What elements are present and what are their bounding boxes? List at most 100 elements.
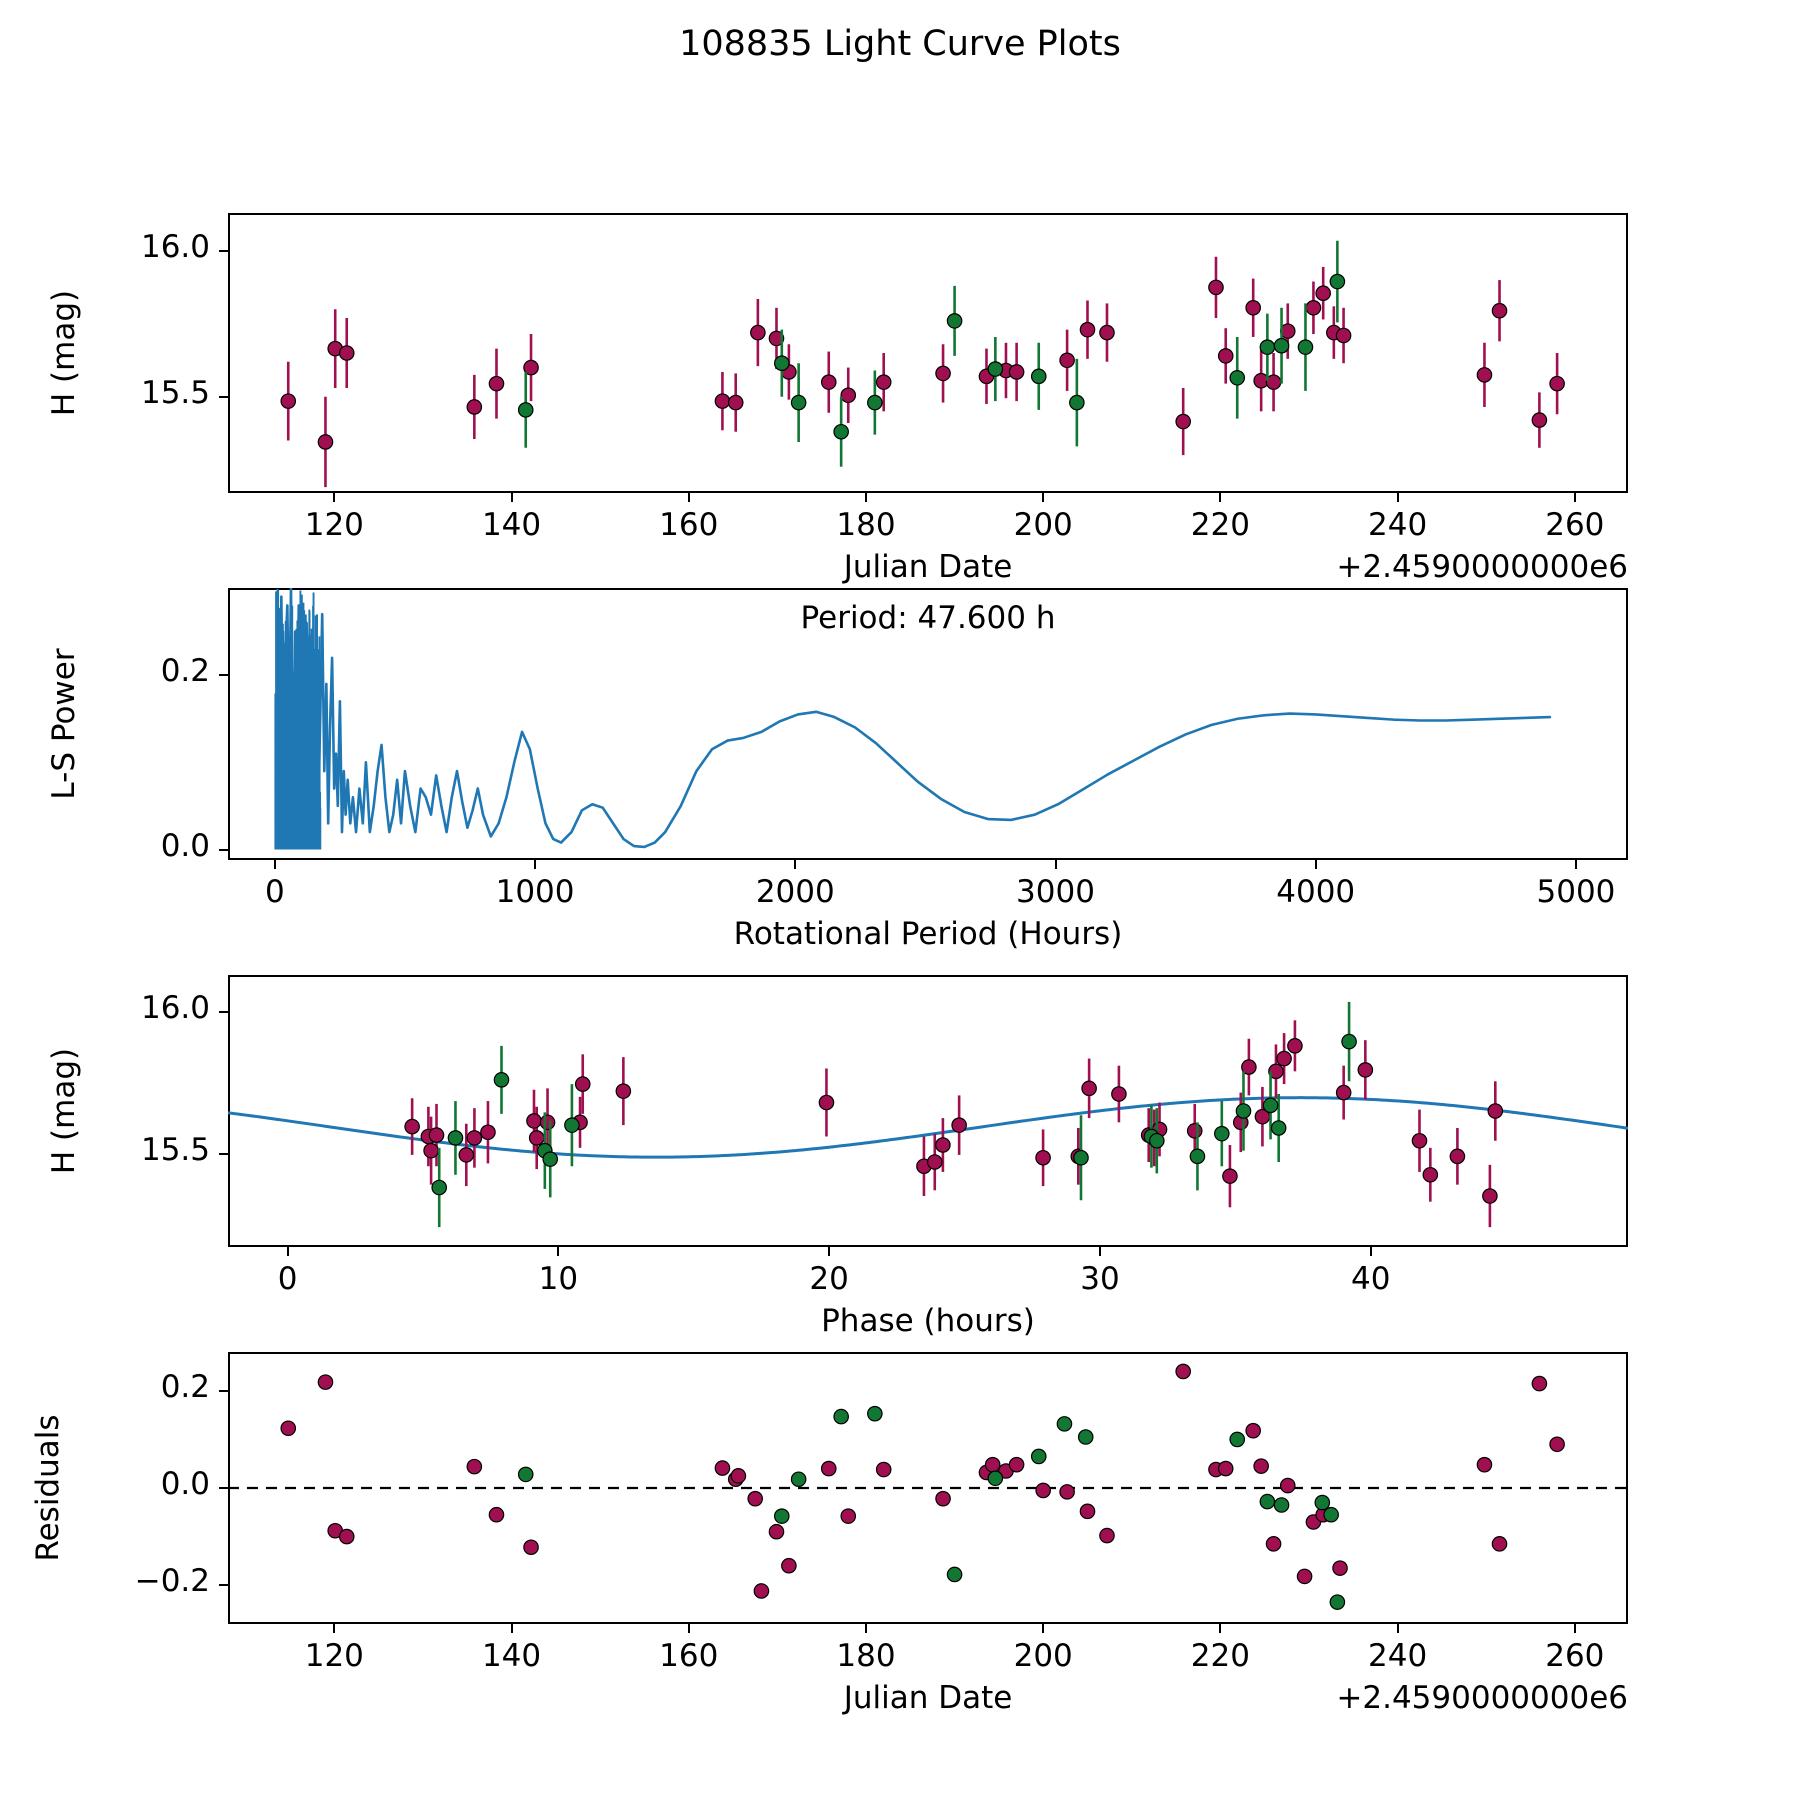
data-point <box>768 1523 785 1540</box>
y-tick-label: −0.2 <box>134 1563 210 1600</box>
data-point <box>1035 1482 1051 1499</box>
data-point <box>1229 1431 1246 1448</box>
data-point <box>1217 1460 1234 1477</box>
data-point <box>338 345 355 361</box>
data-point <box>1268 1063 1284 1080</box>
x-tick-label: 260 <box>1545 1638 1605 1674</box>
x-tick-label: 240 <box>1368 1638 1428 1674</box>
data-point <box>1149 1132 1165 1149</box>
errorbars-magenta-band <box>286 256 1559 488</box>
y-tick-mark <box>219 1010 228 1013</box>
data-point <box>773 355 790 372</box>
data-point <box>1056 1416 1073 1432</box>
data-point <box>867 1405 883 1422</box>
x-tick-label: 4000 <box>1276 874 1356 910</box>
x-tick-mark <box>1098 1247 1101 1256</box>
y-tick-mark <box>219 1487 228 1489</box>
y-tick-mark <box>219 848 228 851</box>
data-point <box>1335 1084 1352 1101</box>
markers-magenta-band <box>280 1363 1565 1599</box>
data-point <box>423 1142 439 1159</box>
data-point <box>1279 1477 1296 1494</box>
data-point <box>317 1374 334 1390</box>
data-point <box>523 359 539 376</box>
data-point <box>1030 368 1047 385</box>
x-tick-mark <box>1396 493 1399 502</box>
y-axis-label-phase-folded: H (mag) <box>46 1047 82 1175</box>
data-point <box>517 1466 534 1483</box>
panel-light-curve: 120 140 160 180 200 220 240 260 15.5 16.0 Julian D… <box>46 213 1628 585</box>
data-point <box>526 1113 542 1129</box>
data-point <box>1332 1560 1348 1576</box>
data-point <box>1175 1363 1191 1380</box>
data-point <box>714 1460 731 1476</box>
x-tick-mark <box>557 1247 560 1256</box>
x-tick-mark <box>534 860 537 869</box>
data-point <box>564 1117 580 1133</box>
data-point <box>935 1490 951 1507</box>
data-point <box>1487 1103 1504 1119</box>
data-point <box>1273 337 1290 354</box>
data-point <box>1245 1422 1261 1439</box>
data-point <box>946 1566 963 1583</box>
data-point <box>1531 1375 1548 1392</box>
y-tick-mark <box>219 395 228 398</box>
data-point <box>1077 1429 1094 1445</box>
data-point <box>833 1408 849 1425</box>
markers-magenta-band <box>280 279 1565 450</box>
x-tick-mark <box>1314 860 1317 869</box>
x-tick-mark <box>273 860 276 869</box>
axes-frame-lightcurve <box>228 213 1628 493</box>
x-tick-mark <box>794 860 797 869</box>
y-tick-label: 16.0 <box>140 989 210 1026</box>
data-point <box>1069 394 1085 411</box>
x-axis-label-periodogram: Rotational Period (Hours) <box>733 916 1123 952</box>
data-point <box>1323 1506 1339 1523</box>
x-tick-mark <box>333 1624 336 1633</box>
sinusoid-fit-curve <box>228 1096 1628 1159</box>
data-point <box>1491 1536 1508 1552</box>
data-point <box>951 1117 967 1133</box>
x-axis-label-phase-folded: Phase (hours) <box>821 1303 1035 1339</box>
data-point <box>1531 412 1548 428</box>
data-point <box>1111 1086 1127 1102</box>
data-point <box>1411 1132 1428 1149</box>
x-axis-offset-text-lightcurve: +2.4590000000e6 <box>1336 549 1628 585</box>
y-axis-label-lightcurve: H (mag) <box>46 289 82 417</box>
y-tick-label: 0.2 <box>160 653 210 690</box>
data-point <box>935 365 951 382</box>
data-point <box>1265 1536 1282 1552</box>
data-point <box>1099 324 1115 341</box>
x-tick-label: 200 <box>1013 507 1073 543</box>
data-point <box>768 330 785 347</box>
y-axis-label-residuals: Residuals <box>30 1414 66 1562</box>
data-point <box>1287 1038 1303 1054</box>
data-point <box>820 374 837 390</box>
y-tick-label: 0.0 <box>160 1466 210 1502</box>
data-point <box>935 1137 951 1153</box>
x-tick-label: 120 <box>304 1638 364 1674</box>
data-point <box>1245 299 1261 316</box>
x-tick-label: 160 <box>659 507 719 543</box>
data-point <box>447 1130 464 1146</box>
data-point <box>1329 1594 1346 1610</box>
plot-area-lightcurve <box>280 240 1565 488</box>
data-point <box>790 394 807 411</box>
data-point <box>428 1127 445 1143</box>
figure-title: 108835 Light Curve Plots <box>679 24 1121 64</box>
y-axis-label-periodogram: L-S Power <box>46 648 82 800</box>
x-tick-label: 1000 <box>495 874 575 910</box>
y-tick-mark <box>219 249 228 252</box>
data-point <box>840 387 857 404</box>
data-point <box>523 1539 539 1556</box>
x-tick-mark <box>1219 493 1222 502</box>
data-point <box>1335 327 1352 344</box>
y-tick-label: 0.0 <box>160 827 210 864</box>
plot-area-periodogram <box>274 588 1552 850</box>
y-tick-mark <box>219 1152 228 1155</box>
data-point <box>750 324 766 341</box>
data-point <box>1189 1148 1206 1165</box>
x-tick-mark <box>1396 1624 1399 1633</box>
y-tick-mark <box>219 1389 228 1392</box>
